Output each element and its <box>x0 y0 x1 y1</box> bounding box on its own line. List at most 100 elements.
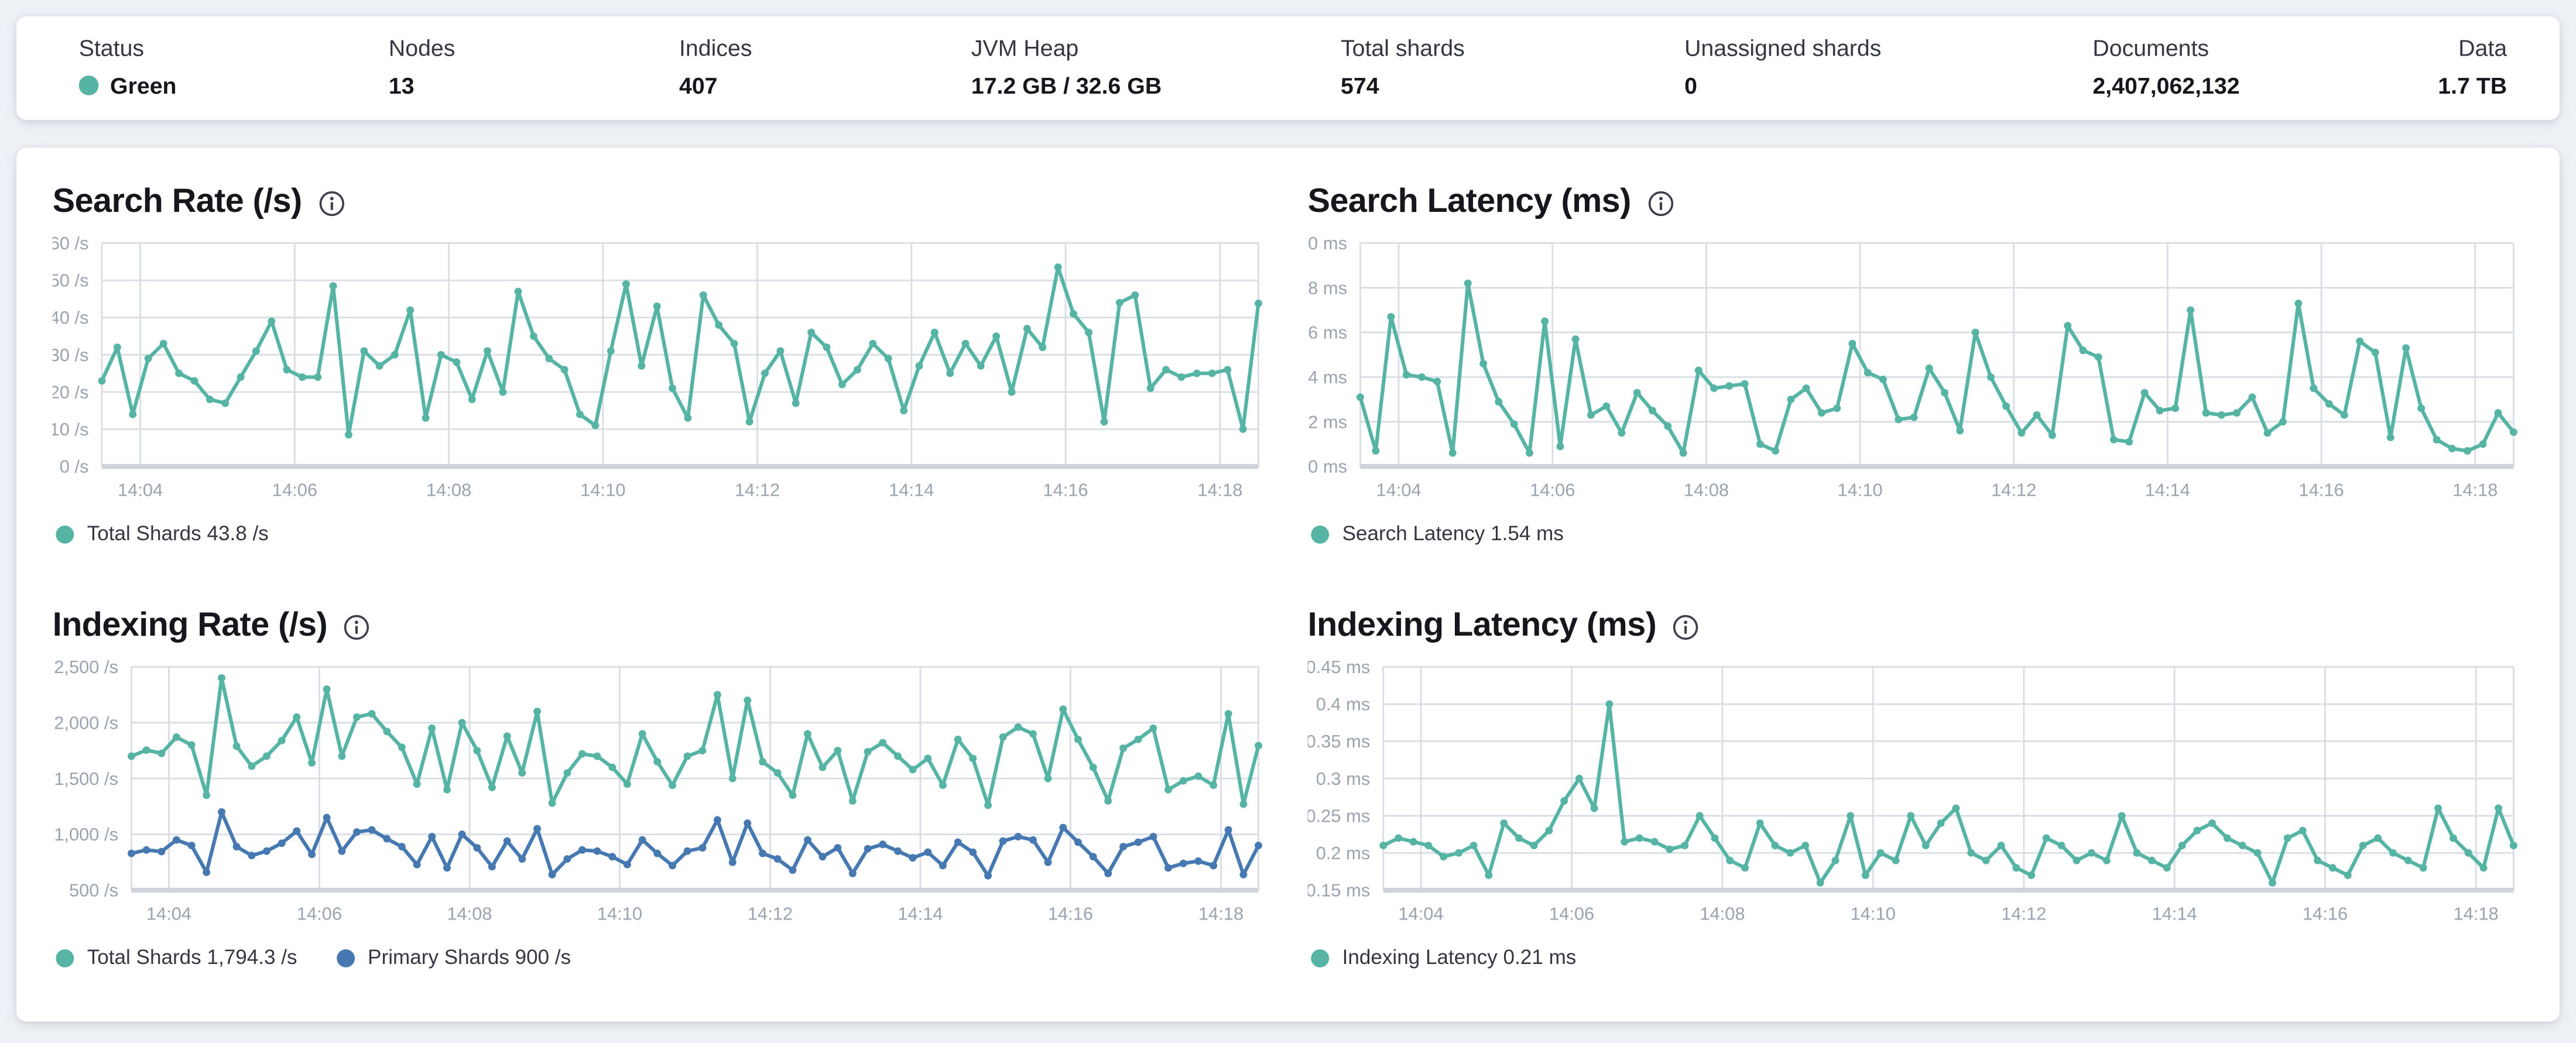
stat-label: Total shards <box>1341 34 1465 61</box>
stat-label: Indices <box>679 34 752 61</box>
stat-value: 574 <box>1341 72 1379 99</box>
svg-text:0.3 ms: 0.3 ms <box>1316 768 1371 789</box>
svg-text:14:16: 14:16 <box>2303 903 2348 924</box>
svg-text:14:18: 14:18 <box>2453 903 2498 924</box>
chart-header: Search Latency (ms) <box>1308 174 2524 229</box>
chart-title-indexing-latency: Indexing Latency (ms) <box>1307 606 1657 644</box>
legend-dot <box>1311 948 1330 967</box>
legend-label: Total Shards 43.8 /s <box>87 522 269 545</box>
stat-value: Green <box>78 71 389 101</box>
svg-text:14:14: 14:14 <box>2152 903 2197 924</box>
stat-value: 13 <box>388 72 415 99</box>
svg-text:1,500 /s: 1,500 /s <box>54 768 118 789</box>
health-status-dot <box>78 76 99 95</box>
svg-text:10 /s: 10 /s <box>53 419 89 440</box>
svg-text:14:14: 14:14 <box>2145 479 2190 500</box>
svg-text:0.15 ms: 0.15 ms <box>1308 880 1371 901</box>
svg-text:14:06: 14:06 <box>1530 479 1575 500</box>
chart-header: Indexing Latency (ms) <box>1308 598 2524 653</box>
search-rate-chart[interactable]: 0 /s 10 /s 20 /s 30 /s 40 /s 50 /s 60 /s 14:04 1… <box>53 230 1269 506</box>
svg-text:8 ms: 8 ms <box>1308 277 1347 298</box>
svg-text:14:12: 14:12 <box>1991 479 2036 500</box>
svg-text:0.25 ms: 0.25 ms <box>1308 805 1371 826</box>
chart-title-indexing-rate: Indexing Rate (/s) <box>52 606 328 644</box>
legend-label: Search Latency 1.54 ms <box>1342 522 1564 545</box>
svg-text:14:04: 14:04 <box>118 479 163 500</box>
indexing-latency-chart[interactable]: 0.15 ms 0.2 ms 0.25 ms 0.3 ms 0.35 ms 0.4 ms 0… <box>1308 654 2524 929</box>
stat-value: 407 <box>679 72 718 99</box>
stat-label: Nodes <box>388 34 455 61</box>
svg-text:14:12: 14:12 <box>2001 903 2046 924</box>
svg-text:2 ms: 2 ms <box>1308 411 1347 432</box>
search-latency-chart[interactable]: 0 ms 2 ms 4 ms 6 ms 8 ms 10 ms 14:04 14:06 14:08… <box>1308 230 2524 506</box>
info-icon[interactable] <box>344 614 370 640</box>
legend-dot <box>336 948 355 967</box>
svg-text:14:10: 14:10 <box>580 479 625 500</box>
svg-text:14:08: 14:08 <box>1700 903 1745 924</box>
svg-text:0.35 ms: 0.35 ms <box>1308 731 1371 752</box>
svg-text:14:10: 14:10 <box>597 903 642 924</box>
legend-label: Total Shards 1,794.3 /s <box>87 946 297 969</box>
chart-header: Indexing Rate (/s) <box>53 598 1269 653</box>
info-icon[interactable] <box>1673 614 1699 640</box>
legend-dot <box>1311 524 1330 543</box>
svg-text:2,000 /s: 2,000 /s <box>54 712 118 733</box>
stat-documents: Documents 2,407,062,132 <box>2092 35 2438 100</box>
legend-item: Total Shards 1,794.3 /s <box>56 946 297 969</box>
svg-text:14:04: 14:04 <box>1376 479 1421 500</box>
svg-text:0.4 ms: 0.4 ms <box>1316 694 1371 715</box>
chart-header: Search Rate (/s) <box>53 174 1269 229</box>
svg-text:14:10: 14:10 <box>1837 479 1882 500</box>
legend-label: Indexing Latency 0.21 ms <box>1342 946 1577 969</box>
svg-text:14:04: 14:04 <box>146 903 191 924</box>
svg-text:14:04: 14:04 <box>1398 903 1443 924</box>
legend-item: Indexing Latency 0.21 ms <box>1311 946 1576 969</box>
svg-text:14:18: 14:18 <box>1197 479 1242 500</box>
chart-block-indexing-latency: Indexing Latency (ms) 0.15 ms 0.2 ms 0.25 … <box>1308 598 2524 979</box>
info-icon[interactable] <box>1647 191 1674 217</box>
stat-nodes: Nodes 13 <box>389 35 679 100</box>
charts-grid: Search Rate (/s) 0 /s 10 /s 20 /s 30 /s 40 /… <box>16 148 2560 979</box>
stat-value: 2,407,062,132 <box>2092 72 2240 99</box>
svg-text:0.2 ms: 0.2 ms <box>1316 843 1371 863</box>
svg-text:60 /s: 60 /s <box>53 233 89 253</box>
svg-text:14:10: 14:10 <box>1851 903 1896 924</box>
stat-value: 17.2 GB / 32.6 GB <box>971 72 1162 99</box>
stat-label: Status <box>78 34 145 61</box>
svg-text:14:16: 14:16 <box>1043 479 1088 500</box>
svg-text:14:14: 14:14 <box>889 479 934 500</box>
svg-text:0.45 ms: 0.45 ms <box>1308 657 1371 677</box>
search-rate-legend: Total Shards 43.8 /s <box>53 513 1269 555</box>
stat-label: Data <box>2458 34 2508 61</box>
chart-block-search-latency: Search Latency (ms) 0 ms 2 ms 4 ms 6 ms 8 ms… <box>1308 174 2524 555</box>
search-latency-legend: Search Latency 1.54 ms <box>1308 513 2524 555</box>
svg-text:4 ms: 4 ms <box>1308 367 1347 387</box>
cluster-stats-bar: Status Green Nodes 13 Indices 407 JVM Heap 17.2… <box>16 16 2560 120</box>
info-icon[interactable] <box>318 191 345 217</box>
svg-text:14:08: 14:08 <box>1684 479 1729 500</box>
svg-text:14:08: 14:08 <box>447 903 492 924</box>
stat-total-shards: Total shards 574 <box>1341 35 1684 100</box>
stat-value: 0 <box>1684 72 1697 99</box>
svg-text:14:06: 14:06 <box>272 479 317 500</box>
legend-dot <box>56 948 74 967</box>
svg-text:30 /s: 30 /s <box>53 345 89 365</box>
stat-unassigned-shards: Unassigned shards 0 <box>1684 35 2092 100</box>
svg-text:14:14: 14:14 <box>898 903 943 924</box>
svg-text:20 /s: 20 /s <box>53 382 89 402</box>
cluster-stats-row: Status Green Nodes 13 Indices 407 JVM Heap 17.2… <box>16 16 2560 100</box>
stat-label: Unassigned shards <box>1684 34 1882 61</box>
legend-item: Total Shards 43.8 /s <box>56 522 269 545</box>
svg-text:0 ms: 0 ms <box>1308 457 1347 477</box>
stat-status: Status Green <box>78 34 389 101</box>
svg-text:14:12: 14:12 <box>748 903 793 924</box>
svg-text:500 /s: 500 /s <box>69 880 118 901</box>
svg-text:14:12: 14:12 <box>735 479 780 500</box>
stat-jvm-heap: JVM Heap 17.2 GB / 32.6 GB <box>971 35 1341 100</box>
svg-text:14:18: 14:18 <box>1198 903 1244 924</box>
svg-text:14:06: 14:06 <box>1549 903 1594 924</box>
indexing-latency-legend: Indexing Latency 0.21 ms <box>1308 936 2524 979</box>
svg-text:14:16: 14:16 <box>2298 479 2344 500</box>
stat-label: JVM Heap <box>971 34 1079 61</box>
indexing-rate-chart[interactable]: 500 /s 1,000 /s 1,500 /s 2,000 /s 2,500 /s 14… <box>53 654 1269 929</box>
